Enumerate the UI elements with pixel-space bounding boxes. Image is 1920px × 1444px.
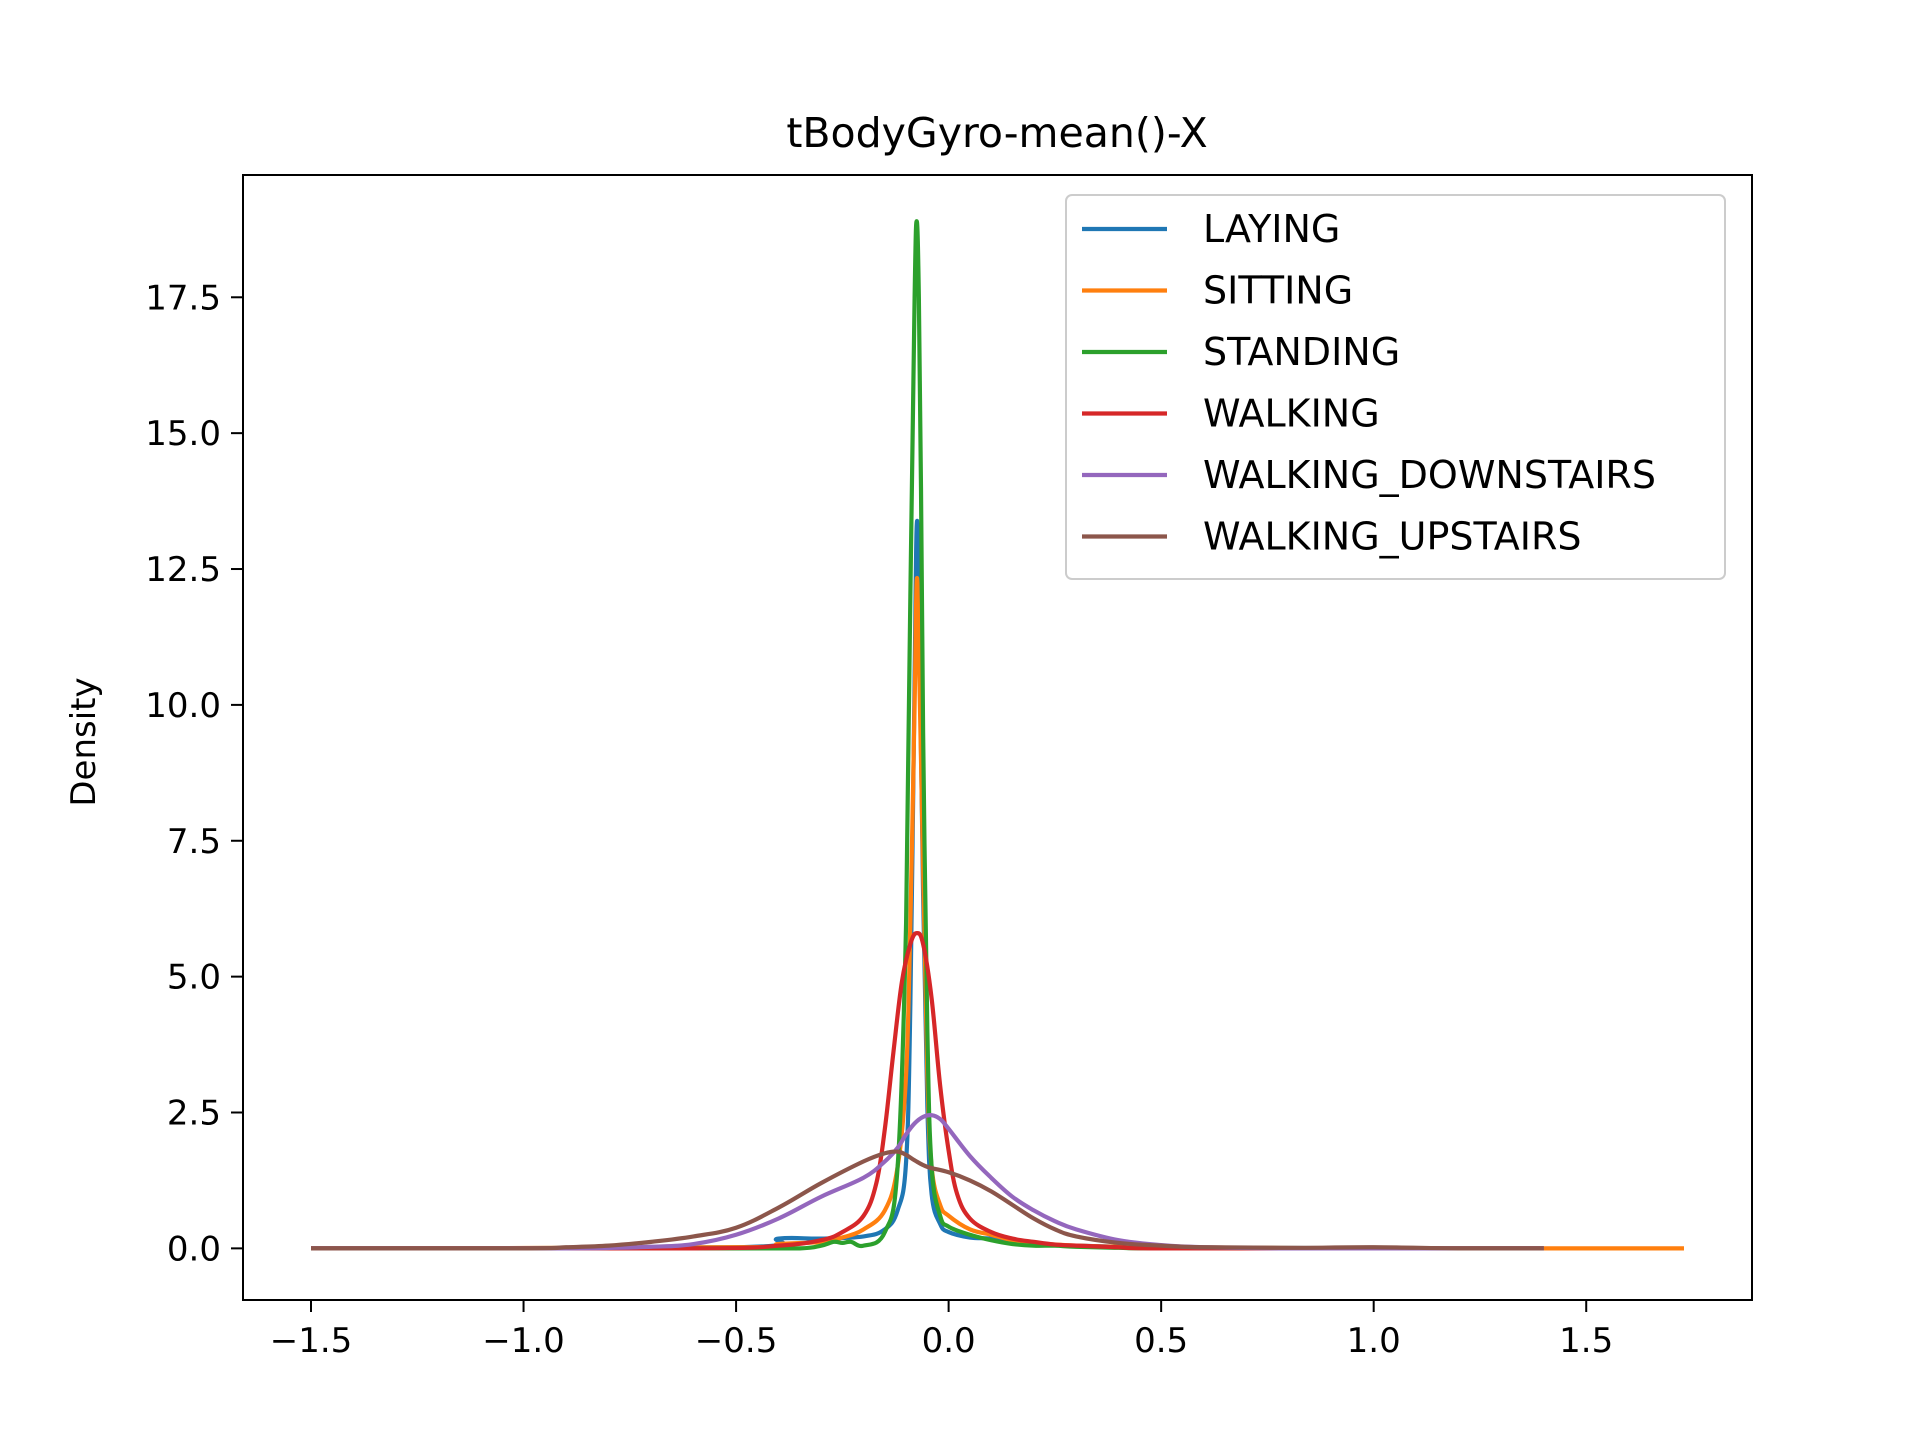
x-tick-label: 0.5 <box>1134 1321 1188 1361</box>
legend: LAYING SITTING STANDING WALKING WALKING_DOWN… <box>1065 194 1726 580</box>
y-tick-label: 7.5 <box>167 822 221 862</box>
legend-label-walking-upstairs: WALKING_UPSTAIRS <box>1203 515 1582 559</box>
y-tick-label: 10.0 <box>145 686 221 726</box>
legend-label-walking-downstairs: WALKING_DOWNSTAIRS <box>1203 453 1656 497</box>
y-tick-label: 5.0 <box>167 958 221 998</box>
chart-title: tBodyGyro-mean()-X <box>786 109 1207 157</box>
y-tick-label: 17.5 <box>145 278 221 318</box>
x-tick-label: −0.5 <box>695 1321 778 1361</box>
x-tick-label: 0.0 <box>922 1321 976 1361</box>
legend-box <box>1065 194 1726 580</box>
axes-layer: −1.5 −1.0 −0.5 0.0 0.5 1.0 1.5 0.0 2.5 5.0 7.5 10.0… <box>145 174 1753 1361</box>
y-tick-label: 15.0 <box>145 414 221 454</box>
y-tick-label: 12.5 <box>145 550 221 590</box>
series-layer <box>311 219 1684 1251</box>
legend-label-walking: WALKING <box>1203 392 1380 436</box>
x-tick-label: 1.0 <box>1347 1321 1401 1361</box>
x-tick-label: −1.5 <box>270 1321 353 1361</box>
legend-label-sitting: SITTING <box>1203 269 1353 313</box>
y-axis-title: Density <box>64 677 104 806</box>
x-tick-label: 1.5 <box>1559 1321 1613 1361</box>
series-line-walking-upstairs <box>311 1149 1544 1251</box>
series-line-walking <box>311 931 1544 1251</box>
y-tick-label: 0.0 <box>167 1229 221 1269</box>
x-tick-label: −1.0 <box>482 1321 565 1361</box>
y-tick-label: 2.5 <box>167 1094 221 1134</box>
plot-frame <box>242 174 1753 1301</box>
legend-label-standing: STANDING <box>1203 330 1400 374</box>
legend-label-laying: LAYING <box>1203 207 1340 251</box>
